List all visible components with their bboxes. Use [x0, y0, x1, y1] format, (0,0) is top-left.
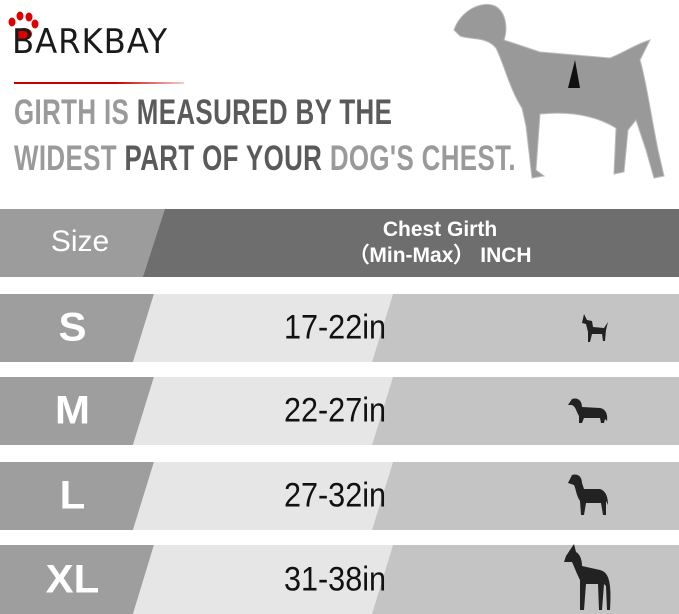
headline-part: WIDEST [14, 139, 125, 178]
dog-measurement-illustration [453, 4, 665, 179]
dachshund-icon [568, 398, 608, 423]
header-size: Size [50, 225, 110, 258]
header-girth-title: Chest Girth [382, 218, 498, 241]
girth-value: 22-27in [283, 391, 387, 430]
girth-value: 27-32in [283, 476, 387, 515]
size-label: M [54, 388, 90, 433]
paw-logo-icon [8, 11, 39, 40]
brand-logo: BARKBAY [12, 22, 169, 62]
table-row: M 22-27in [0, 377, 679, 445]
table-header: Size Chest Girth （Min-Max） INCH [0, 209, 679, 277]
logo-underline [14, 82, 184, 84]
chihuahua-icon [582, 314, 608, 342]
headline-line-2: WIDEST PART OF YOUR DOG'S CHEST. [14, 139, 516, 179]
header-girth-unit: （Min-Max） INCH [348, 244, 532, 267]
size-label: S [58, 305, 87, 350]
girth-marker-icon [568, 60, 580, 88]
headline-part: GIRTH IS [14, 93, 137, 132]
girth-value: 17-22in [283, 308, 387, 347]
headline-line-1: GIRTH IS MEASURED BY THE [14, 93, 392, 133]
table-row: XL 31-38in [0, 543, 679, 614]
size-label: L [59, 473, 86, 518]
headline-part: PART OF YOUR [124, 139, 330, 178]
table-row: S 17-22in [0, 294, 679, 362]
headline-part: MEASURED BY THE [136, 93, 393, 132]
size-label: XL [45, 557, 100, 601]
table-row: L 27-32in [0, 462, 679, 530]
labrador-icon [568, 474, 608, 515]
headline-part: DOG'S CHEST. [329, 139, 516, 178]
girth-value: 31-38in [283, 560, 387, 598]
great-dane-icon [564, 543, 611, 610]
